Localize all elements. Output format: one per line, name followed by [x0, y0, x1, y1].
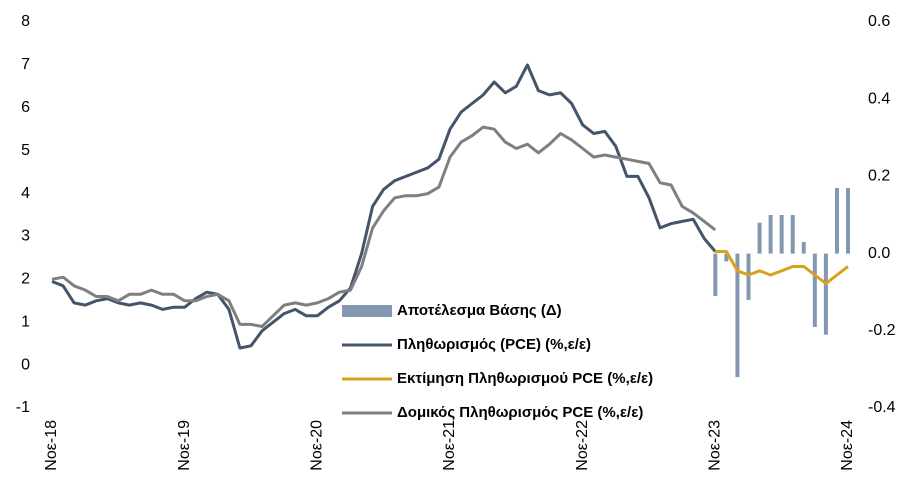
x-tick-label: Νοε-24 — [839, 420, 856, 471]
legend-label: Δομικός Πληθωρισμός PCE (%,ε/ε) — [397, 404, 643, 421]
y-tick-label: 0 — [21, 356, 30, 373]
x-tick-label: Νοε-19 — [176, 420, 193, 471]
bar — [768, 215, 773, 254]
y2-tick-label: -0.2 — [868, 322, 896, 339]
bar — [779, 215, 784, 254]
y-tick-label: 2 — [21, 271, 30, 288]
x-tick-label: Νοε-18 — [43, 420, 60, 471]
bar — [846, 187, 850, 254]
bar — [724, 253, 729, 262]
y-tick-label: 4 — [21, 185, 30, 202]
y-tick-label: 8 — [21, 13, 30, 30]
legend-label: Πληθωρισμός (PCE) (%,ε/ε) — [397, 336, 591, 353]
line — [51, 63, 717, 350]
bar — [746, 253, 751, 300]
bar — [790, 215, 795, 254]
bar — [812, 253, 817, 327]
legend-label: Εκτίμηση Πληθωρισμού PCE (%,ε/ε) — [397, 370, 653, 387]
x-tick-label: Νοε-22 — [574, 420, 591, 471]
bar — [757, 222, 762, 254]
bar — [713, 253, 718, 297]
bar — [823, 253, 828, 335]
x-tick-label: Νοε-20 — [309, 420, 326, 471]
x-tick-label: Νοε-23 — [707, 420, 724, 471]
y-tick-label: 7 — [21, 56, 30, 73]
y2-tick-label: -0.4 — [868, 399, 896, 416]
legend-swatch — [342, 305, 392, 317]
y2-tick-label: 0.0 — [868, 245, 890, 262]
y-tick-label: 1 — [21, 313, 30, 330]
y2-tick-label: 0.2 — [868, 168, 890, 185]
legend-label: Αποτέλεσμα Βάσης (Δ) — [397, 302, 562, 319]
y-tick-label: 6 — [21, 99, 30, 116]
line — [51, 125, 717, 328]
bar — [834, 187, 839, 254]
bar — [735, 253, 740, 378]
y-tick-label: 5 — [21, 142, 30, 159]
y-tick-label: -1 — [16, 399, 30, 416]
y-tick-label: 3 — [21, 228, 30, 245]
line — [715, 250, 849, 286]
y2-tick-label: 0.6 — [868, 13, 890, 30]
bar — [801, 242, 806, 254]
x-tick-label: Νοε-21 — [441, 420, 458, 471]
y2-tick-label: 0.4 — [868, 90, 890, 107]
